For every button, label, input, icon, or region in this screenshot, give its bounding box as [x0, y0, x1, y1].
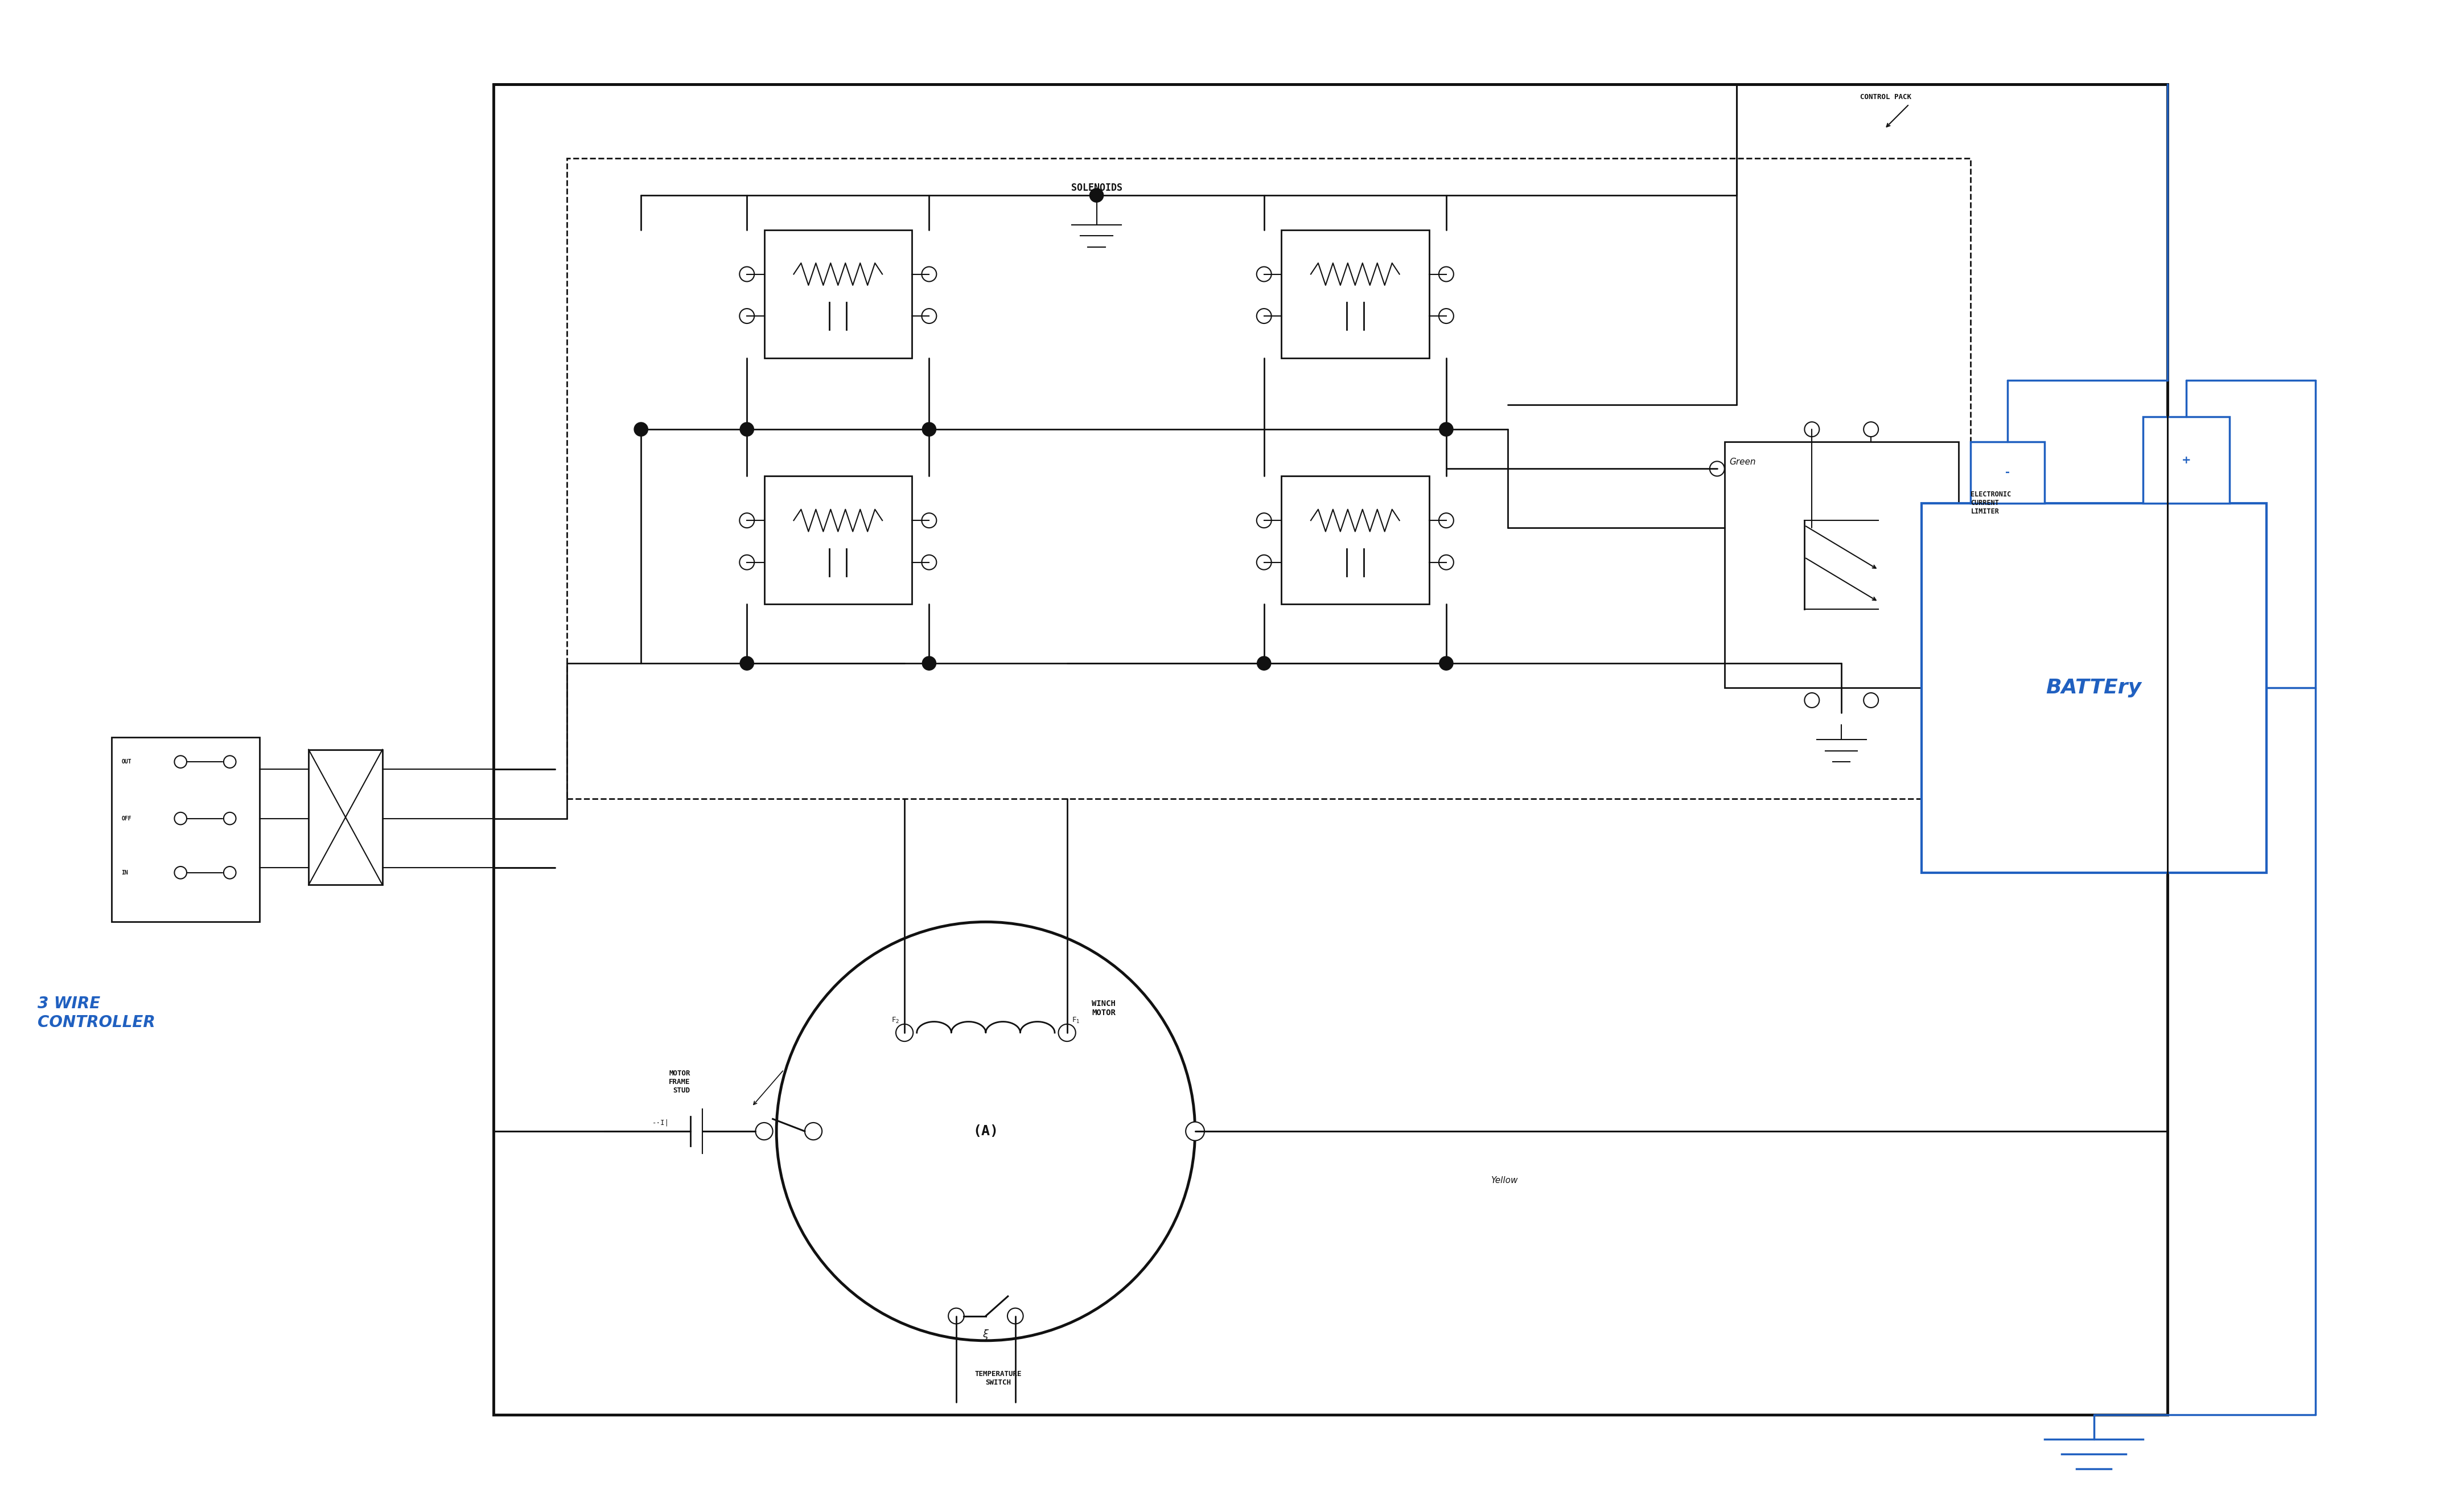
Circle shape [922, 657, 936, 670]
Circle shape [739, 309, 754, 324]
Circle shape [224, 866, 237, 878]
Circle shape [922, 513, 936, 528]
Circle shape [922, 309, 936, 324]
Circle shape [1257, 513, 1271, 528]
Circle shape [1863, 693, 1878, 708]
Circle shape [1257, 309, 1271, 324]
Bar [764, 477, 912, 604]
Text: (A): (A) [973, 1124, 998, 1138]
Circle shape [897, 1024, 914, 1042]
Ellipse shape [776, 922, 1195, 1340]
Text: BATTEry: BATTEry [2045, 678, 2141, 697]
Bar [1971, 442, 2045, 504]
Bar [493, 84, 2168, 1415]
Circle shape [949, 1309, 963, 1324]
Text: TEMPERATURE
SWITCH: TEMPERATURE SWITCH [976, 1370, 1023, 1387]
Bar [1281, 477, 1429, 604]
Bar [1281, 229, 1429, 358]
Text: WINCH
MOTOR: WINCH MOTOR [1092, 1000, 1116, 1016]
Text: IN: IN [121, 869, 128, 875]
Text: Green: Green [1730, 457, 1757, 466]
Circle shape [922, 423, 936, 436]
Circle shape [1439, 309, 1454, 324]
Bar [2144, 417, 2230, 504]
Circle shape [922, 555, 936, 570]
Circle shape [1439, 657, 1454, 670]
Circle shape [922, 267, 936, 282]
Text: OUT: OUT [121, 758, 131, 764]
Text: 3 WIRE
CONTROLLER: 3 WIRE CONTROLLER [37, 995, 155, 1030]
Text: -·I|: -·I| [653, 1118, 670, 1126]
Circle shape [1439, 267, 1454, 282]
Text: +: + [2181, 454, 2190, 466]
Text: Yellow: Yellow [1491, 1177, 1518, 1184]
Text: SOLENOIDS: SOLENOIDS [1072, 183, 1121, 193]
Circle shape [175, 755, 187, 767]
Circle shape [739, 513, 754, 528]
Circle shape [175, 812, 187, 824]
Circle shape [1710, 462, 1725, 477]
Circle shape [1185, 1121, 1205, 1141]
Bar [567, 159, 1971, 799]
Circle shape [633, 423, 648, 436]
Circle shape [1089, 189, 1104, 202]
Bar [764, 229, 912, 358]
Circle shape [1804, 693, 1818, 708]
Circle shape [1257, 657, 1271, 670]
Circle shape [739, 657, 754, 670]
Text: CONTROL PACK: CONTROL PACK [1860, 93, 1912, 100]
Bar [1922, 504, 2267, 872]
Circle shape [1439, 513, 1454, 528]
Circle shape [1804, 421, 1818, 436]
Bar [111, 738, 259, 922]
Circle shape [1863, 421, 1878, 436]
Circle shape [1060, 1024, 1077, 1042]
Text: ELECTRONIC
CURRENT
LIMITER: ELECTRONIC CURRENT LIMITER [1971, 492, 2011, 516]
Circle shape [1008, 1309, 1023, 1324]
Circle shape [1257, 555, 1271, 570]
Circle shape [739, 423, 754, 436]
Circle shape [175, 866, 187, 878]
Circle shape [756, 1123, 774, 1139]
Circle shape [806, 1123, 823, 1139]
Circle shape [224, 755, 237, 767]
Text: OFF: OFF [121, 815, 131, 821]
Text: $\xi$: $\xi$ [983, 1328, 988, 1340]
Circle shape [739, 267, 754, 282]
Circle shape [1439, 423, 1454, 436]
Circle shape [1257, 267, 1271, 282]
Text: MOTOR
FRAME
STUD: MOTOR FRAME STUD [668, 1070, 690, 1094]
Text: F$_2$: F$_2$ [892, 1016, 899, 1025]
Text: -: - [2006, 468, 2011, 478]
Bar [308, 750, 382, 884]
Text: F$_1$: F$_1$ [1072, 1016, 1079, 1025]
Circle shape [1439, 555, 1454, 570]
Circle shape [224, 812, 237, 824]
Circle shape [739, 555, 754, 570]
Bar [1725, 442, 1959, 688]
